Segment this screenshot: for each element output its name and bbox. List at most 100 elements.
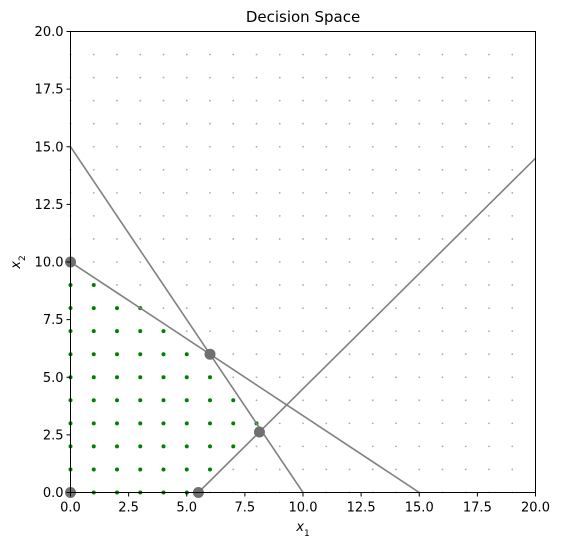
feasible-point	[184, 352, 189, 357]
lattice-point	[278, 353, 281, 356]
lattice-point	[92, 191, 95, 194]
lattice-point	[418, 422, 421, 425]
lattice-point	[488, 399, 490, 402]
lattice-point	[464, 99, 467, 102]
feasible-point	[161, 467, 166, 472]
lattice-point	[116, 168, 118, 171]
lattice-point	[92, 53, 95, 56]
lattice-point	[371, 215, 374, 217]
lattice-point	[302, 376, 304, 379]
lattice-point	[348, 238, 351, 240]
lattice-point	[209, 191, 211, 194]
feasible-point	[231, 398, 236, 403]
lattice-point	[395, 376, 397, 379]
feasible-point	[138, 467, 143, 472]
lattice-point	[162, 215, 165, 217]
lattice-point	[185, 53, 188, 56]
lattice-point	[232, 99, 235, 102]
constraint-lines	[70, 146, 536, 493]
lattice-point	[302, 168, 304, 171]
lattice-point	[209, 284, 211, 286]
feasible-point	[161, 375, 166, 380]
lattice-point	[232, 353, 235, 356]
lattice-point	[441, 284, 444, 286]
x-tick-label: 17.5	[463, 501, 492, 516]
lattice-point	[441, 468, 444, 471]
lattice-point	[302, 422, 304, 425]
lattice-point	[255, 261, 258, 263]
feasible-point	[161, 352, 166, 357]
lattice-point	[371, 145, 374, 148]
lattice-point	[395, 99, 397, 102]
lattice-point	[232, 215, 235, 217]
feasible-point	[138, 329, 143, 334]
lattice-point	[464, 468, 467, 471]
lattice-point	[395, 145, 397, 148]
lattice-point	[488, 376, 490, 379]
lattice-point	[441, 53, 444, 56]
x-tick-label: 0.0	[60, 501, 81, 516]
feasible-point	[161, 444, 166, 449]
lattice-point	[348, 353, 351, 356]
lattice-point	[488, 422, 490, 425]
lattice-point	[395, 53, 397, 56]
lattice-point	[302, 215, 304, 217]
lattice-point	[511, 215, 514, 217]
lattice-point	[511, 168, 514, 171]
lattice-point	[488, 215, 490, 217]
lattice-point	[92, 99, 95, 102]
lattice-point	[185, 330, 188, 333]
lattice-point	[511, 330, 514, 333]
lattice-point	[371, 353, 374, 356]
lattice-point	[464, 307, 467, 309]
feasible-point	[91, 398, 96, 403]
lattice-point	[139, 53, 142, 56]
lattice-point	[511, 284, 514, 286]
lattice-point	[139, 191, 142, 194]
lattice-point	[371, 422, 374, 425]
lattice-point	[395, 399, 397, 402]
feasible-point	[184, 398, 189, 403]
lattice-point	[418, 353, 421, 356]
lattice-point	[162, 145, 165, 148]
lattice-point	[511, 238, 514, 240]
lattice-point	[185, 122, 188, 125]
lattice-point	[371, 99, 374, 102]
lattice-point	[395, 261, 397, 263]
lattice-point	[185, 168, 188, 171]
lattice-point	[255, 445, 258, 448]
feasible-point	[115, 467, 119, 472]
lattice-point	[371, 399, 374, 402]
lattice-point	[511, 261, 514, 263]
lattice-point	[488, 99, 490, 102]
feasible-point	[161, 421, 166, 426]
lattice-point	[116, 122, 118, 125]
lattice-point	[348, 53, 351, 56]
lattice-point	[116, 99, 118, 102]
lattice-point	[348, 99, 351, 102]
lattice-point	[209, 122, 211, 125]
lattice-point	[441, 353, 444, 356]
vertex-point	[253, 426, 265, 438]
lattice-point	[278, 53, 281, 56]
lattice-point	[302, 145, 304, 148]
lattice-point	[348, 376, 351, 379]
lattice-point	[418, 215, 421, 217]
lattice-point	[232, 468, 235, 471]
feasible-point	[138, 375, 143, 380]
lattice-point	[395, 422, 397, 425]
lattice-point	[488, 145, 490, 148]
lattice-point	[464, 191, 467, 194]
lattice-point	[232, 238, 235, 240]
lattice-point	[185, 261, 188, 263]
lattice-point	[441, 99, 444, 102]
lattice-point	[325, 191, 328, 194]
lattice-point	[325, 215, 328, 217]
lattice-point	[371, 168, 374, 171]
lattice-point	[441, 261, 444, 263]
lattice-point	[325, 445, 328, 448]
lattice-point	[464, 122, 467, 125]
lattice-point	[325, 307, 328, 309]
feasible-point	[184, 421, 189, 426]
